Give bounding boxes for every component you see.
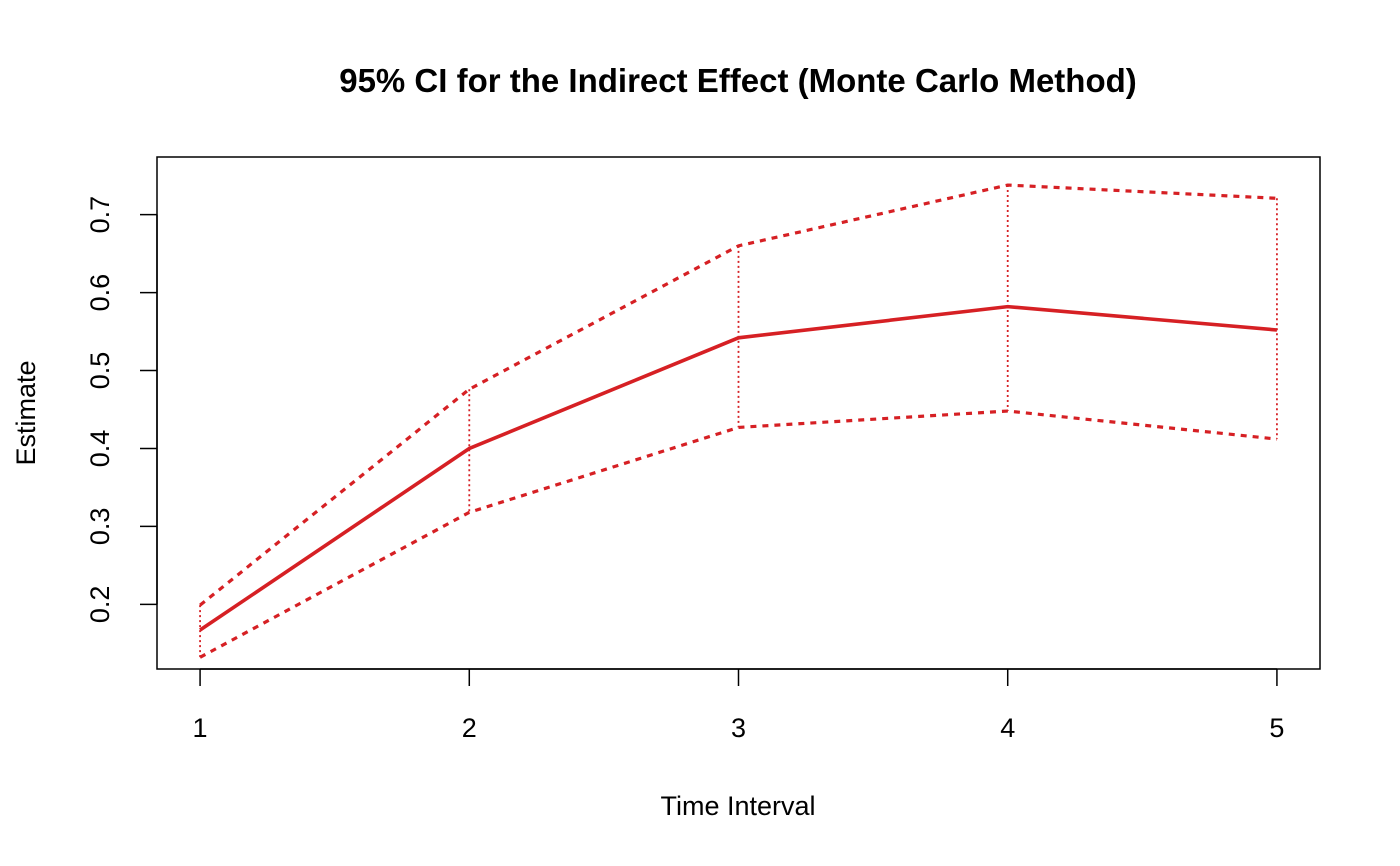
x-tick-label: 5 bbox=[1269, 713, 1284, 743]
estimate-line bbox=[199, 304, 1278, 632]
plot-frame bbox=[156, 156, 1321, 670]
x-tick-label: 1 bbox=[193, 713, 208, 743]
chart-title: 95% CI for the Indirect Effect (Monte Ca… bbox=[339, 62, 1137, 99]
y-tick-label: 0.6 bbox=[85, 274, 115, 312]
y-tick-label: 0.3 bbox=[85, 508, 115, 546]
y-axis-label: Estimate bbox=[11, 360, 41, 465]
y-tick-label: 0.5 bbox=[85, 352, 115, 390]
y-tick-label: 0.2 bbox=[85, 586, 115, 624]
series-lines bbox=[199, 183, 1278, 659]
ci-lower-line bbox=[199, 409, 1278, 659]
y-tick-label: 0.4 bbox=[85, 430, 115, 468]
x-axis: 1 2 3 4 5 bbox=[193, 668, 1284, 743]
y-tick-label: 0.7 bbox=[85, 196, 115, 234]
ci-upper-line bbox=[199, 183, 1278, 607]
x-tick-label: 3 bbox=[731, 713, 746, 743]
x-tick-label: 4 bbox=[1000, 713, 1015, 743]
x-axis-label: Time Interval bbox=[660, 791, 815, 821]
x-tick-label: 2 bbox=[462, 713, 477, 743]
y-axis: 0.2 0.3 0.4 0.5 0.6 0.7 bbox=[85, 196, 158, 624]
